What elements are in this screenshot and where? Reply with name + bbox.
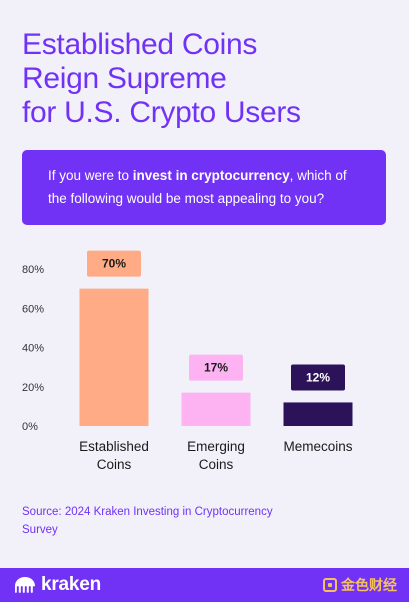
value-label-box: [87, 250, 141, 277]
source-note: Source: 2024 Kraken Investing in Cryptoc…: [22, 506, 273, 536]
bar-chart: 0% 20% 40% 60% 80% 70% Established Coins 17% Emer…: [22, 250, 353, 472]
watermark-text: 金色财经: [341, 577, 397, 593]
y-tick-label: 20%: [22, 382, 44, 394]
value-label-box: [189, 354, 243, 381]
category-label: Memecoins: [283, 439, 352, 454]
y-tick-label: 60%: [22, 303, 44, 315]
question-emphasis: invest in cryptocurrency: [132, 168, 290, 183]
value-label-box: [291, 364, 345, 391]
bar: [79, 288, 149, 426]
category-label: Emerging: [187, 439, 245, 454]
question-box: If you were to invest in cryptocurrency,…: [22, 150, 386, 225]
brand-name: kraken: [41, 574, 102, 595]
watermark-logo-icon: [323, 578, 337, 592]
page-title: Established Coins Reign Supreme for U.S.…: [22, 28, 392, 130]
y-tick-label: 40%: [22, 343, 44, 355]
category-label: Established: [79, 439, 149, 454]
value-label: 12%: [306, 370, 330, 384]
kraken-logo: kraken: [14, 572, 101, 598]
question-text-before: If you were to: [48, 168, 133, 183]
title-line-1: Established Coins: [22, 28, 258, 61]
category-label: Coins: [97, 457, 132, 472]
footer-bar: kraken 金色财经: [0, 568, 409, 602]
kraken-mark-icon: [15, 577, 35, 593]
bar: [181, 392, 251, 426]
y-tick-label: 0%: [22, 421, 38, 433]
question-text-after: , which of the following would be most a…: [48, 168, 347, 206]
bar: [283, 402, 353, 426]
title-line-3: for U.S. Crypto Users: [22, 96, 301, 129]
watermark: 金色财经: [323, 575, 397, 595]
value-label: 70%: [102, 257, 126, 271]
y-tick-label: 80%: [22, 264, 44, 276]
value-label: 17%: [204, 361, 228, 375]
category-label: Coins: [199, 457, 234, 472]
title-line-2: Reign Supreme: [22, 62, 227, 95]
